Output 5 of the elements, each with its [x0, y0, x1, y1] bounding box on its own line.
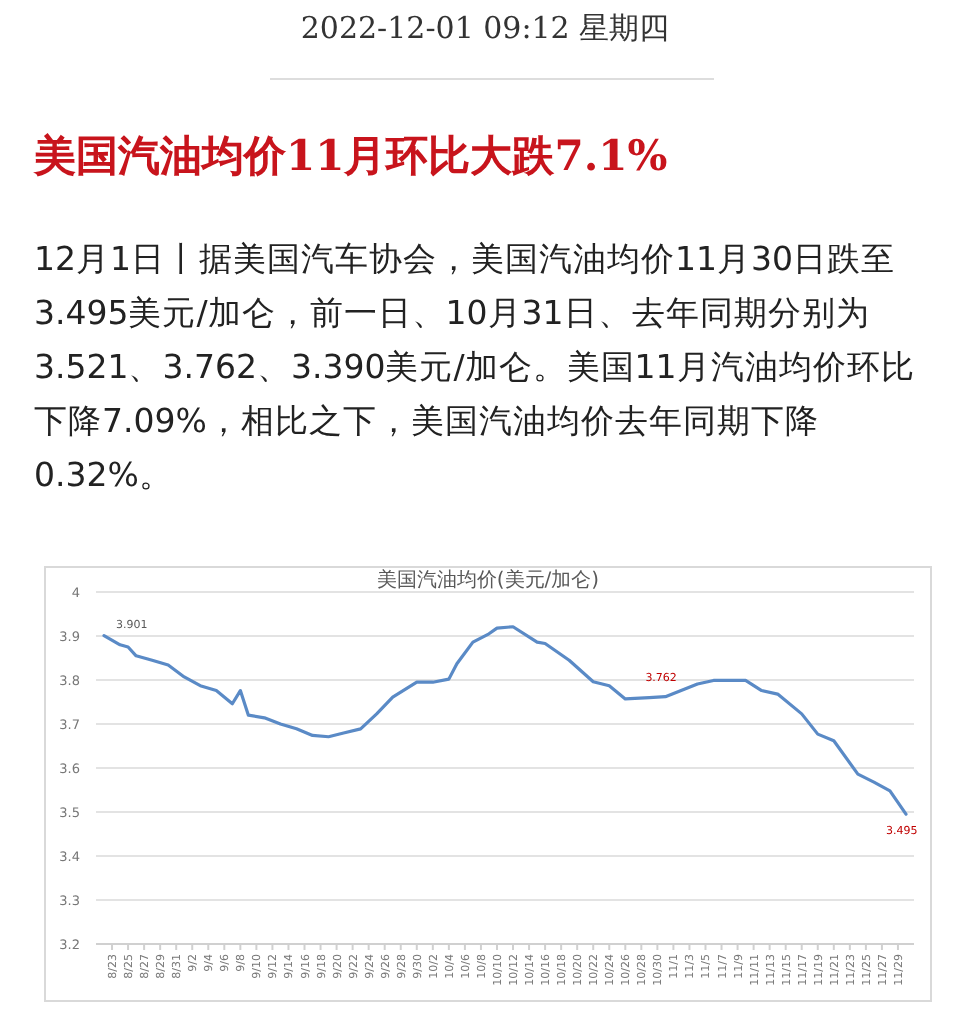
chart-title: 美国汽油均价(美元/加仑) [376, 568, 600, 592]
text: 12月1日丨据美国汽车协会，美国汽油均价11月30日跌至3.495美元/加仑，前一日、10月31日、去年同期分别为3.521、3.762、3.390美元/加仑。美国11月汽油均价环比下降7.09%，相比之下，美国汽油均价去年同期下降0.32%。 [34, 238, 917, 498]
text: 2022-12-01 09:12 星期四 [298, 10, 672, 48]
line-series [102, 625, 908, 816]
text: 美国汽油均价11月环比大跌7.1% [34, 128, 670, 184]
